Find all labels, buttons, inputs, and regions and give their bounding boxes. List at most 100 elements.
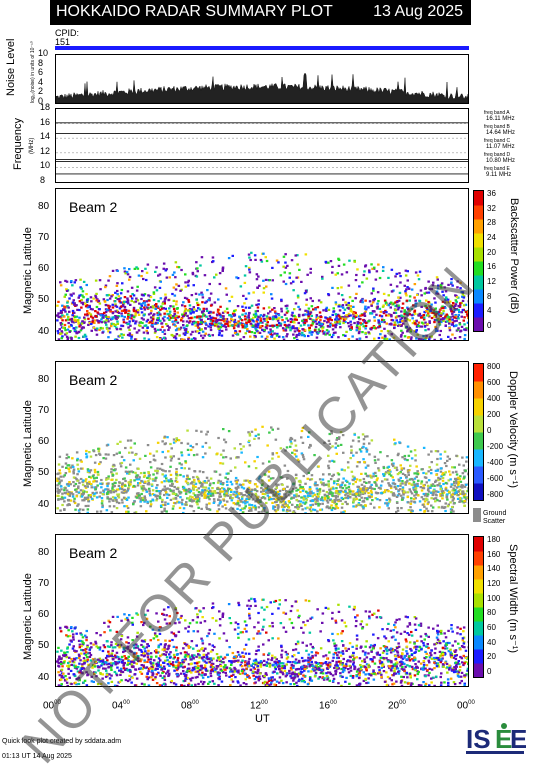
scatter-cell xyxy=(305,253,308,255)
scatter-cell xyxy=(366,451,369,453)
scatter-cell xyxy=(164,333,167,335)
scatter-cell xyxy=(230,318,233,320)
scatter-cell xyxy=(79,508,82,510)
scatter-cell xyxy=(63,489,66,491)
scatter-cell xyxy=(201,301,204,303)
scatter-cell xyxy=(123,267,126,269)
scatter-cell xyxy=(258,285,261,287)
scatter-cell xyxy=(386,455,389,457)
scatter-cell xyxy=(242,295,245,297)
scatter-cell xyxy=(200,321,203,323)
scatter-cell xyxy=(352,306,355,308)
scatter-cell xyxy=(213,502,216,504)
scatter-cell xyxy=(153,299,156,301)
scatter-cell xyxy=(80,288,83,290)
scatter-cell xyxy=(174,276,177,278)
scatter-cell xyxy=(81,295,84,297)
scatter-cell xyxy=(178,501,181,503)
scatter-cell xyxy=(98,308,101,310)
scatter-cell xyxy=(165,491,168,493)
scatter-cell xyxy=(354,297,357,299)
scatter-cell xyxy=(310,311,313,313)
scatter-cell xyxy=(73,469,76,471)
scatter-cell xyxy=(64,329,67,331)
scatter-cell xyxy=(309,327,312,329)
scatter-cell xyxy=(398,441,401,443)
scatter-cell xyxy=(94,462,97,464)
scatter-cell xyxy=(149,505,152,507)
scatter-cell xyxy=(380,492,383,494)
scatter-cell xyxy=(225,326,228,328)
scatter-cell xyxy=(172,493,175,495)
scatter-cell xyxy=(168,326,171,328)
scatter-cell xyxy=(142,278,145,280)
scatter-cell xyxy=(118,300,121,302)
scatter-cell xyxy=(182,324,185,326)
scatter-cell xyxy=(262,280,265,282)
scatter-cell xyxy=(200,431,203,433)
scatter-cell xyxy=(182,301,185,303)
scatter-cell xyxy=(220,326,223,328)
scatter-cell xyxy=(257,276,260,278)
scatter-cell xyxy=(390,651,393,653)
scatter-cell xyxy=(178,334,181,336)
scatter-cell xyxy=(272,318,275,320)
scatter-cell xyxy=(130,479,133,481)
scatter-cell xyxy=(161,501,164,503)
scatter-cell xyxy=(112,474,115,476)
scatter-cell xyxy=(129,304,132,306)
scatter-cell xyxy=(116,293,119,295)
scatter-cell xyxy=(344,301,347,303)
scatter-cell xyxy=(342,478,345,480)
scatter-cell xyxy=(86,284,89,286)
scatter-cell xyxy=(449,649,452,651)
scatter-cell xyxy=(180,269,183,271)
lat-ytick: 80 xyxy=(38,374,49,385)
scatter-cell xyxy=(146,300,149,302)
scatter-cell xyxy=(407,471,410,473)
scatter-cell xyxy=(354,261,357,263)
scatter-cell xyxy=(163,480,166,482)
scatter-cell xyxy=(346,271,349,273)
scatter-cell xyxy=(413,498,416,500)
scatter-cell xyxy=(99,279,102,281)
scatter-cell xyxy=(421,480,424,482)
scatter-cell xyxy=(319,509,322,511)
scatter-cell xyxy=(382,266,385,268)
scatter-cell xyxy=(312,319,315,321)
scatter-cell xyxy=(269,318,272,320)
scatter-cell xyxy=(169,305,172,307)
scatter-cell xyxy=(96,334,99,336)
scatter-cell xyxy=(77,322,80,324)
scatter-cell xyxy=(180,451,183,453)
scatter-cell xyxy=(56,473,59,475)
scatter-cell xyxy=(183,507,186,509)
scatter-cell xyxy=(230,622,233,624)
scatter-cell xyxy=(462,493,465,495)
scatter-cell xyxy=(451,466,454,468)
scatter-cell xyxy=(68,311,71,313)
scatter-cell xyxy=(119,335,122,337)
scatter-cell xyxy=(108,327,111,329)
scatter-cell xyxy=(136,331,139,333)
scatter-cell xyxy=(77,319,80,321)
scatter-cell xyxy=(200,335,203,337)
scatter-cell xyxy=(351,471,354,473)
scatter-cell xyxy=(259,322,262,324)
scatter-cell xyxy=(241,306,244,308)
scatter-cell xyxy=(358,490,361,492)
scatter-cell xyxy=(140,275,143,277)
scatter-cell xyxy=(167,479,170,481)
scatter-cell xyxy=(209,490,212,492)
scatter-cell xyxy=(89,494,92,496)
scatter-cell xyxy=(330,504,333,506)
scatter-cell xyxy=(310,334,313,336)
scatter-cell xyxy=(268,432,271,434)
scatter-cell xyxy=(78,297,81,299)
scatter-cell xyxy=(187,299,190,301)
scatter-cell xyxy=(120,292,123,294)
scatter-cell xyxy=(275,668,278,670)
scatter-cell xyxy=(79,279,82,281)
scatter-cell xyxy=(193,322,196,324)
scatter-cell xyxy=(69,331,72,333)
